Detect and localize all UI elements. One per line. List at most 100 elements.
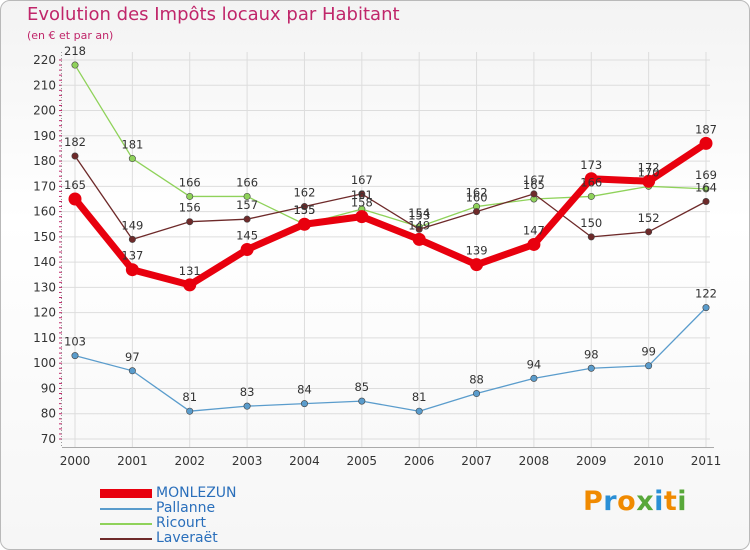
data-point [470, 258, 484, 272]
data-point [186, 192, 194, 200]
data-point [186, 407, 194, 415]
data-label: 154 [408, 206, 430, 220]
legend-label-pallanne: Pallanne [156, 500, 216, 516]
data-point [527, 237, 541, 251]
data-label: 150 [580, 216, 602, 230]
data-label: 164 [695, 180, 717, 194]
legend-swatch-monlezun [100, 489, 152, 498]
data-label: 103 [64, 335, 86, 349]
data-point [183, 278, 197, 292]
y-tick-label: 190 [33, 129, 56, 143]
y-tick-label: 220 [33, 53, 56, 67]
data-label: 161 [351, 188, 373, 202]
data-point [358, 190, 366, 198]
data-label: 157 [236, 198, 258, 212]
legend-label-ricourt: Ricourt [156, 515, 206, 531]
data-label: 131 [179, 264, 201, 278]
x-tick-label: 2010 [633, 454, 664, 468]
data-point [587, 233, 595, 241]
series-line-pallanne [74, 306, 707, 412]
data-label: 170 [638, 165, 660, 179]
x-tick-label: 2000 [60, 454, 91, 468]
legend-swatch-pallanne [100, 508, 152, 510]
y-tick-label: 100 [33, 356, 56, 370]
data-label: 155 [293, 203, 315, 217]
y-tick-label: 130 [33, 280, 56, 294]
data-point [473, 390, 481, 398]
data-label: 158 [351, 196, 373, 210]
data-point [702, 197, 710, 205]
y-tick-label: 210 [33, 78, 56, 92]
x-tick-label: 2007 [461, 454, 492, 468]
legend-item-ricourt: Ricourt [100, 516, 300, 531]
data-point [415, 407, 423, 415]
data-label: 187 [695, 122, 717, 136]
data-label: 162 [466, 186, 488, 200]
data-point [297, 217, 311, 231]
y-tick-label: 180 [33, 154, 56, 168]
legend-label-monlezun: MONLEZUN [156, 485, 237, 501]
legend-swatch-ricourt [100, 523, 152, 525]
data-point [415, 225, 423, 233]
data-label: 166 [179, 175, 201, 189]
data-label: 97 [125, 350, 140, 364]
data-label: 181 [121, 138, 143, 152]
data-label: 137 [121, 249, 143, 263]
data-label: 166 [580, 175, 602, 189]
x-tick-label: 2004 [289, 454, 320, 468]
x-tick-label: 2008 [519, 454, 550, 468]
data-point [645, 228, 653, 236]
data-label: 81 [412, 390, 427, 404]
data-label: 94 [527, 357, 542, 371]
x-tick-label: 2005 [347, 454, 378, 468]
data-label: 139 [466, 244, 488, 258]
data-point [358, 397, 366, 405]
data-point [243, 215, 251, 223]
y-tick-label: 90 [41, 381, 56, 395]
data-label: 167 [523, 173, 545, 187]
data-point [128, 155, 136, 163]
data-label: 149 [408, 218, 430, 232]
data-label: 152 [638, 211, 660, 225]
data-point [243, 192, 251, 200]
x-tick-label: 2001 [117, 454, 148, 468]
data-point [702, 185, 710, 193]
data-label: 122 [695, 287, 717, 301]
data-point [125, 263, 139, 277]
series-line-monlezun [71, 139, 710, 289]
y-tick-label: 120 [33, 306, 56, 320]
data-label: 149 [121, 218, 143, 232]
data-point [412, 232, 426, 246]
data-label: 85 [354, 380, 369, 394]
data-label: 88 [469, 373, 484, 387]
data-point [68, 192, 82, 206]
data-label: 173 [580, 158, 602, 172]
legend-item-monlezun: MONLEZUN [100, 486, 300, 501]
data-point [186, 218, 194, 226]
data-point [473, 208, 481, 216]
data-label: 147 [523, 223, 545, 237]
data-label: 160 [466, 191, 488, 205]
y-tick-label: 170 [33, 179, 56, 193]
data-point [71, 61, 79, 69]
data-label: 162 [293, 186, 315, 200]
y-tick-label: 200 [33, 104, 56, 118]
series-line-ricourt [74, 64, 707, 228]
data-label: 169 [695, 168, 717, 182]
y-tick-label: 110 [33, 331, 56, 345]
data-label: 153 [408, 208, 430, 222]
legend-label-laveraet: Laveraët [156, 530, 218, 546]
x-tick-label: 2006 [404, 454, 435, 468]
data-point [300, 400, 308, 408]
data-label: 83 [240, 385, 255, 399]
x-tick-label: 2002 [174, 454, 205, 468]
data-point [699, 136, 713, 150]
x-tick-label: 2003 [232, 454, 263, 468]
data-point [128, 367, 136, 375]
proxiti-logo: Proxiti [583, 486, 688, 517]
y-tick-label: 160 [33, 205, 56, 219]
data-label: 81 [182, 390, 197, 404]
data-label: 167 [351, 173, 373, 187]
data-point [642, 174, 656, 188]
